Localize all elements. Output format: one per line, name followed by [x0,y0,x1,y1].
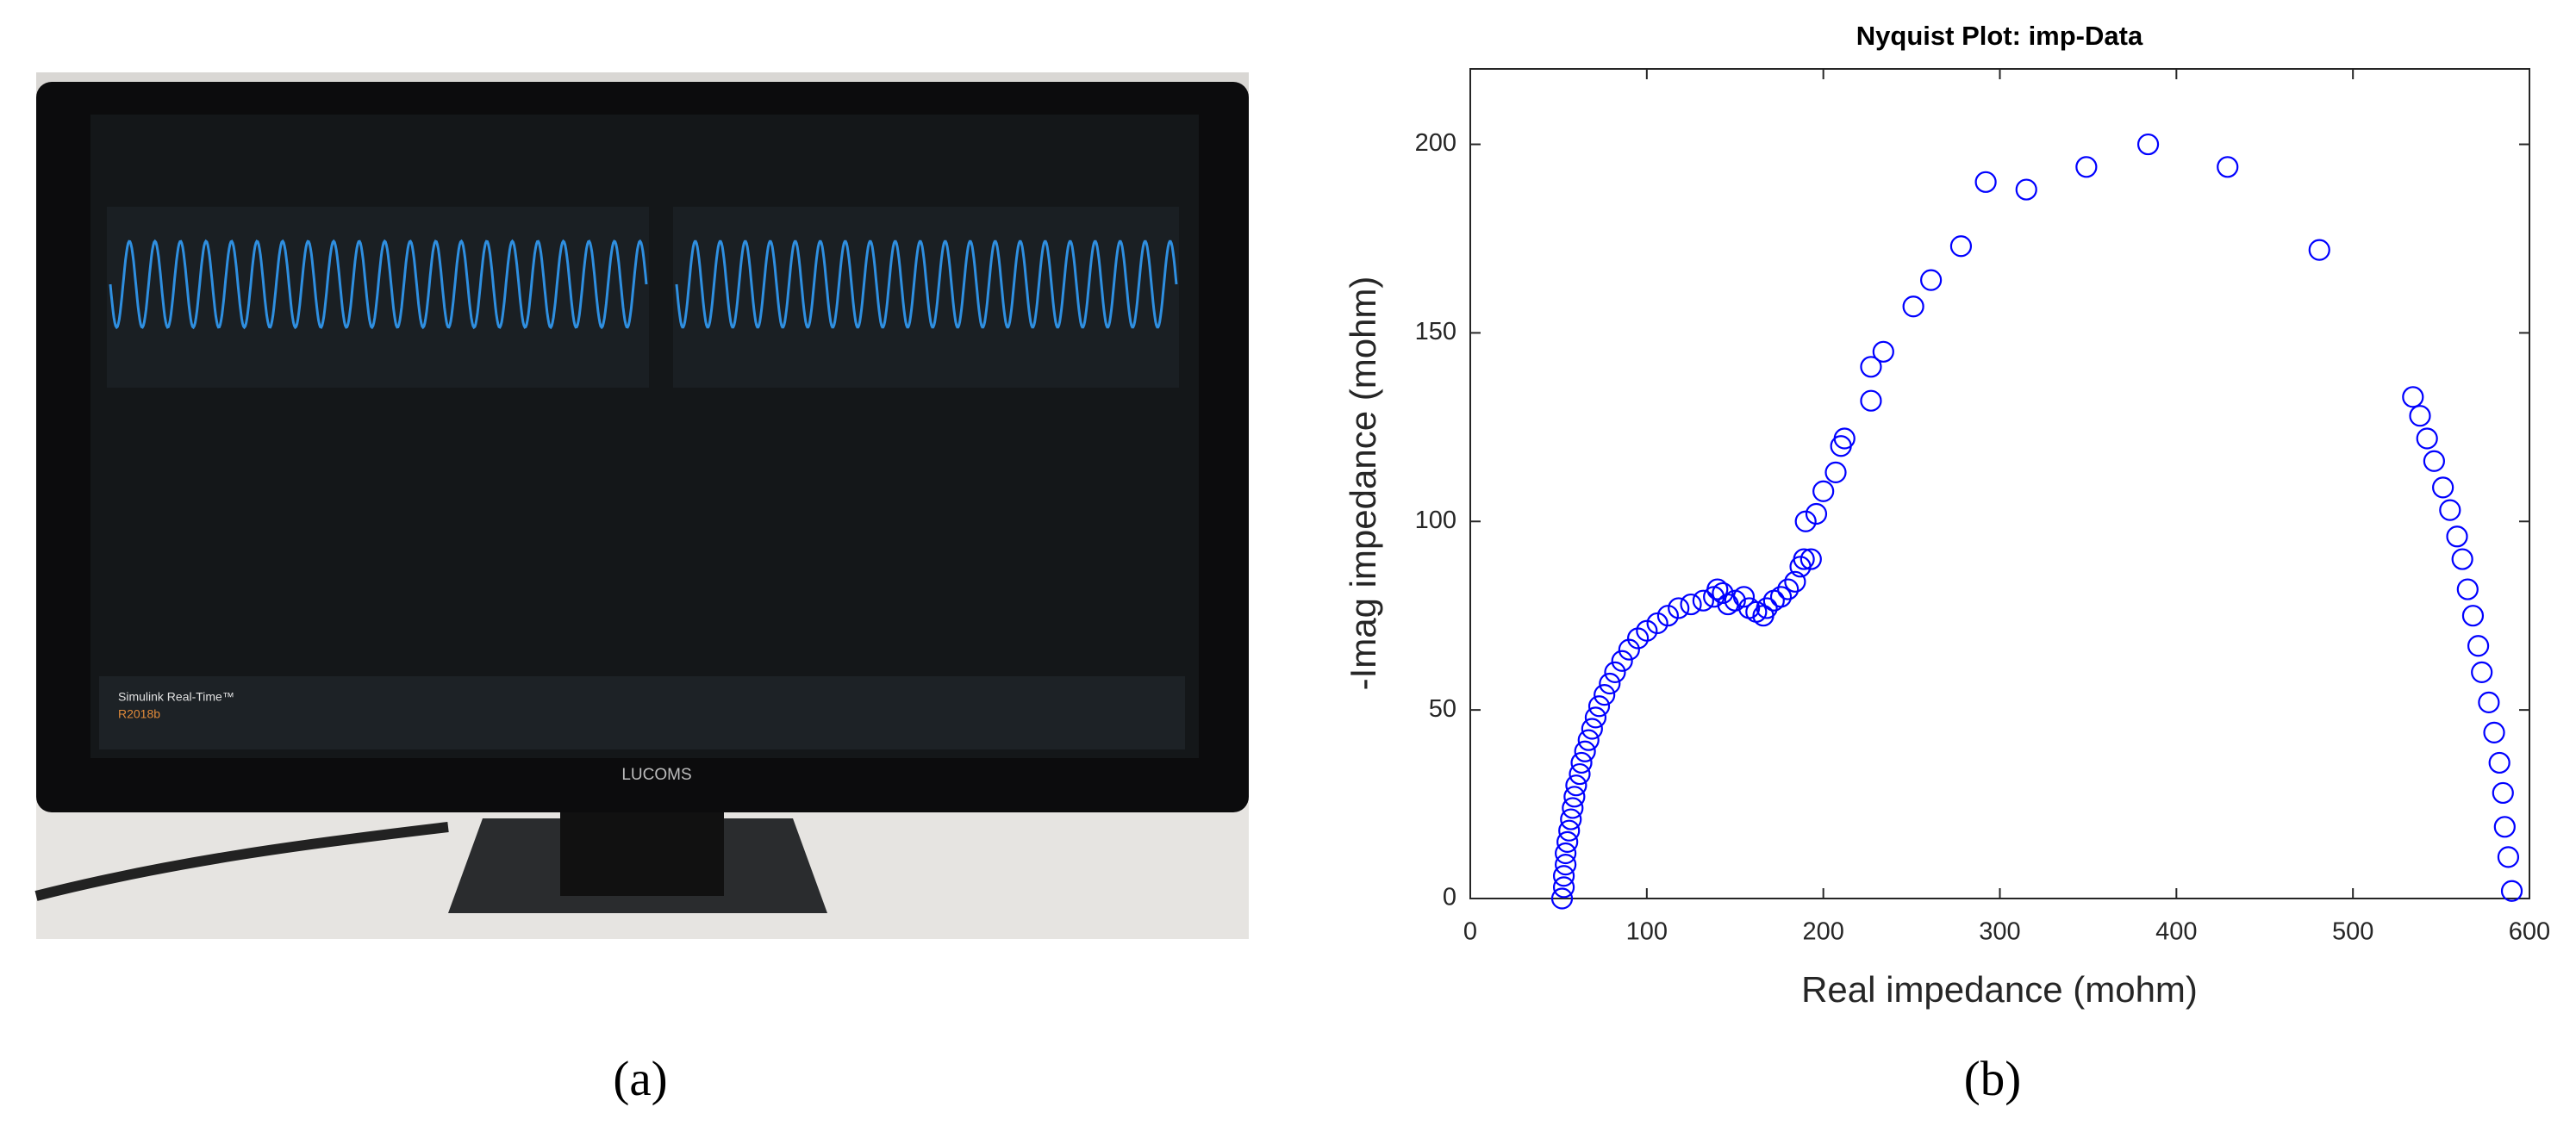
x-tick-label: 400 [2155,918,2197,946]
data-point [2136,133,2160,156]
data-point [2446,525,2468,548]
data-point [1706,578,1729,600]
caption: (b) [1964,1052,2021,1106]
data-point [1860,356,1882,378]
y-tick-label: 0 [1443,884,1456,911]
y-axis-label: -Imag impedance (mohm) [1343,277,1383,691]
data-point [1805,502,1828,525]
data-point [2217,156,2239,178]
stand-neck [560,801,724,896]
data-point [2493,816,2516,838]
data-point [1668,597,1690,619]
data-point [1581,718,1603,740]
data-point [1556,830,1579,853]
y-tick-label: 100 [1415,507,1456,534]
status-panel [99,676,1185,749]
data-point [1799,548,1822,570]
data-point [2461,605,2485,627]
caption: (a) [613,1052,667,1106]
data-point [1777,578,1799,600]
data-point [2492,781,2514,805]
chart-title: Nyquist Plot: imp-Data [1856,21,2143,51]
data-point [1756,597,1778,619]
data-point [1550,887,1574,910]
data-point [1599,672,1621,695]
data-point [2497,846,2520,868]
data-point [1860,389,1882,412]
data-point [2471,661,2493,683]
data-point [1732,586,1756,608]
data-point [1555,842,1577,865]
data-point [1555,854,1577,876]
x-tick-label: 200 [1802,918,1843,946]
data-point [1902,295,1924,318]
data-point [1584,706,1607,729]
x-tick-label: 500 [2332,918,2373,946]
data-point [1552,865,1575,887]
scope-waveform [109,239,648,330]
data-point [1920,269,1943,291]
y-tick-label: 200 [1415,129,1456,157]
data-point [1692,589,1714,612]
data-point [1604,661,1626,683]
monitor-photo: Simulink Real-Time™ R2018b LUCOMS [34,72,1249,939]
screen-label: Simulink Real-Time™ [118,690,234,704]
data-point [1569,762,1591,786]
data-point [1560,808,1582,830]
data-point [1574,740,1596,762]
data-point [2409,405,2431,427]
data-point [2483,721,2505,744]
data-point [2467,635,2490,657]
data-point [1552,876,1575,899]
data-point [1587,695,1611,718]
data-point [1949,235,1973,258]
data-point [1712,581,1734,605]
y-tick-label: 50 [1429,695,1456,723]
data-point [1570,751,1593,774]
data-point [1833,427,1856,450]
data-point [1793,548,1815,570]
x-tick-label: 600 [2509,918,2550,946]
data-point [2416,427,2438,450]
data-point [1872,340,1894,363]
x-tick-label: 0 [1463,918,1477,946]
data-point [2423,450,2445,472]
data-point [1824,461,1847,483]
data-point [1769,586,1793,608]
cable [34,822,449,901]
data-point [1563,786,1586,808]
data-point [1577,729,1600,751]
data-point [1558,819,1581,842]
x-tick-label: 100 [1626,918,1668,946]
data-point [2075,156,2098,178]
data-point [2308,239,2330,261]
data-point [2015,178,2037,201]
data-point [1611,650,1633,672]
data-point [2451,548,2473,570]
data-point [2439,499,2461,521]
data-point [1784,570,1806,593]
plot-area [1469,68,2530,899]
data-point [1618,638,1640,661]
data-point [1594,684,1616,706]
scope-panel [673,207,1179,388]
data-point [2402,386,2424,408]
scope-waveform [675,239,1178,329]
data-point [2488,751,2511,774]
x-tick-label: 300 [1979,918,2020,946]
data-point [2432,476,2454,499]
x-axis-label: Real impedance (mohm) [1801,969,2198,1010]
screen-version: R2018b [118,707,160,721]
data-point [2478,691,2500,713]
data-point [1562,797,1584,819]
data-point [2500,880,2523,902]
data-point [2456,578,2479,600]
monitor-brand: LUCOMS [621,766,691,784]
data-point [1812,480,1835,502]
y-tick-label: 150 [1415,318,1456,345]
data-point [1565,774,1587,797]
data-point [1974,171,1997,193]
data-point [1680,593,1702,616]
